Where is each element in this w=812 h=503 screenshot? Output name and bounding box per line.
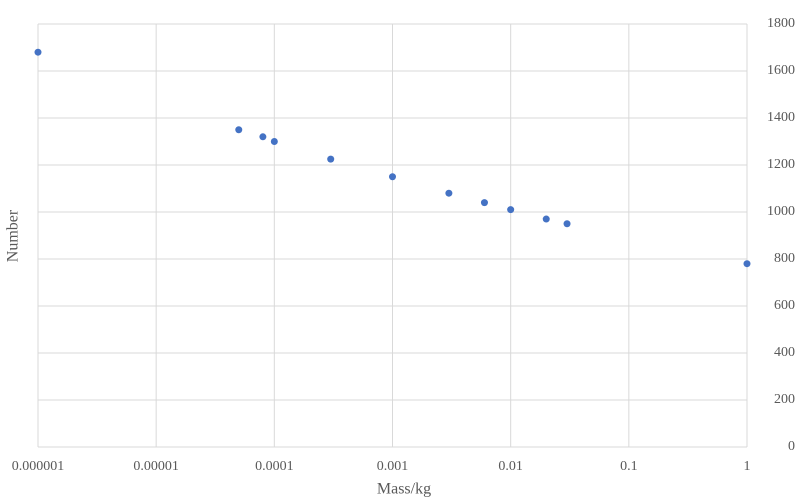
x-tick-label: 0.001 (377, 459, 409, 474)
point (235, 126, 243, 134)
y-tick-label: 1200 (767, 157, 795, 172)
y-tick-label: 1400 (767, 110, 795, 125)
point (542, 215, 550, 223)
point (259, 133, 267, 141)
y-tick-label: 1600 (767, 63, 795, 78)
point (389, 173, 396, 181)
x-tick-label: 0.000001 (12, 459, 65, 474)
x-tick-label: 1 (744, 459, 751, 474)
y-tick-label: 600 (774, 298, 795, 313)
y-tick-label: 200 (774, 392, 795, 407)
x-tick-label: 0.1 (620, 459, 638, 474)
y-tick-label: 800 (774, 251, 795, 266)
point (34, 48, 42, 56)
point (270, 138, 278, 145)
y-tick-label: 0 (788, 439, 795, 454)
x-tick-label: 0.00001 (133, 459, 179, 474)
point (480, 199, 488, 207)
y-axis-label: Number (5, 209, 22, 262)
y-tick-label: 400 (774, 345, 795, 360)
point (327, 155, 335, 163)
y-tick-label: 1800 (767, 16, 795, 31)
y-tick-label: 1000 (767, 204, 795, 219)
point (563, 220, 571, 228)
x-tick-label: 0.0001 (255, 459, 294, 474)
x-tick-label: 0.01 (498, 459, 523, 474)
point (743, 260, 751, 268)
x-axis-label: Mass/kg (377, 481, 431, 498)
point (507, 206, 515, 214)
point (445, 189, 453, 197)
